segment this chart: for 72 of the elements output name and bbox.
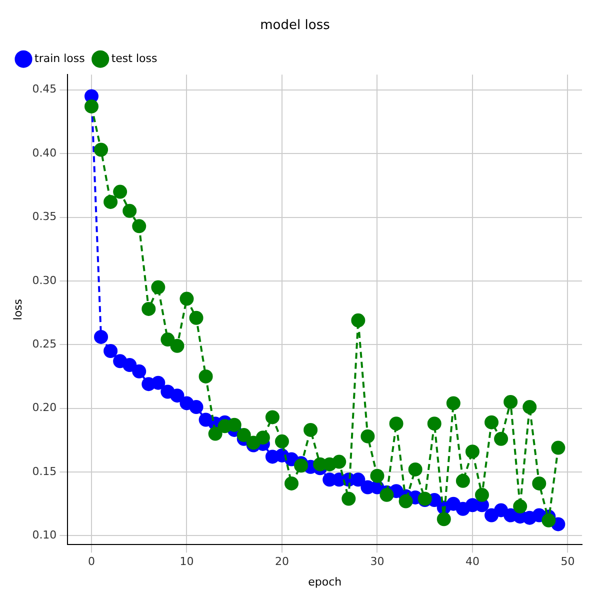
point bbox=[189, 310, 204, 325]
point bbox=[360, 429, 375, 444]
point bbox=[370, 468, 384, 483]
point bbox=[551, 440, 566, 455]
point bbox=[513, 499, 528, 514]
point bbox=[522, 400, 537, 414]
point bbox=[427, 416, 442, 431]
point bbox=[236, 428, 251, 442]
point bbox=[160, 332, 175, 347]
point bbox=[284, 476, 299, 490]
point bbox=[542, 513, 556, 528]
point bbox=[380, 488, 394, 502]
x-tick-label: 50 bbox=[560, 555, 575, 568]
point bbox=[132, 219, 146, 234]
point bbox=[151, 376, 166, 390]
point bbox=[104, 344, 118, 358]
point bbox=[122, 204, 137, 218]
point bbox=[170, 388, 184, 403]
point bbox=[208, 426, 222, 441]
point bbox=[122, 358, 137, 372]
point bbox=[351, 472, 366, 487]
point bbox=[104, 194, 118, 209]
point bbox=[180, 292, 194, 306]
point bbox=[436, 512, 451, 526]
point bbox=[351, 313, 366, 328]
point bbox=[170, 338, 184, 353]
point bbox=[294, 458, 308, 473]
legend-label: train loss bbox=[34, 52, 86, 65]
y-tick-label: 0.25 bbox=[32, 337, 57, 350]
point bbox=[484, 415, 499, 430]
y-axis-title: loss bbox=[11, 298, 24, 320]
x-tick-label: 40 bbox=[465, 555, 480, 568]
y-tick-label: 0.35 bbox=[32, 210, 57, 224]
y-tick-label: 0.15 bbox=[32, 464, 57, 478]
point bbox=[304, 422, 318, 437]
x-axis-title: epoch bbox=[308, 575, 342, 588]
point bbox=[494, 432, 508, 446]
y-tick-label: 0.30 bbox=[32, 274, 57, 287]
x-tick-label: 30 bbox=[370, 555, 384, 568]
chart-title: model loss bbox=[260, 18, 330, 34]
point bbox=[189, 400, 204, 414]
point bbox=[408, 462, 422, 476]
x-tick-label: 0 bbox=[88, 555, 96, 568]
point bbox=[151, 280, 166, 294]
x-tick-label: 10 bbox=[180, 555, 194, 568]
point bbox=[198, 369, 213, 384]
point bbox=[398, 494, 413, 508]
point bbox=[389, 416, 404, 431]
point bbox=[532, 476, 546, 490]
legend-label: test loss bbox=[111, 52, 158, 65]
y-tick-label: 0.45 bbox=[32, 82, 57, 96]
point bbox=[504, 394, 518, 409]
x-tick-label: 20 bbox=[274, 555, 289, 568]
point bbox=[94, 142, 108, 157]
point bbox=[332, 454, 346, 469]
y-tick-label: 0.40 bbox=[32, 146, 57, 160]
y-tick-label: 0.10 bbox=[32, 528, 57, 542]
point bbox=[256, 430, 270, 445]
point bbox=[265, 410, 280, 424]
point bbox=[132, 364, 146, 378]
point bbox=[94, 330, 108, 344]
point bbox=[465, 444, 480, 459]
point bbox=[474, 488, 489, 502]
point bbox=[342, 492, 356, 506]
point bbox=[84, 99, 99, 114]
point bbox=[227, 418, 242, 432]
point bbox=[274, 434, 289, 448]
point bbox=[142, 302, 156, 316]
point bbox=[113, 184, 128, 199]
y-tick-label: 0.20 bbox=[32, 401, 57, 414]
point bbox=[456, 474, 470, 488]
point bbox=[446, 396, 460, 410]
